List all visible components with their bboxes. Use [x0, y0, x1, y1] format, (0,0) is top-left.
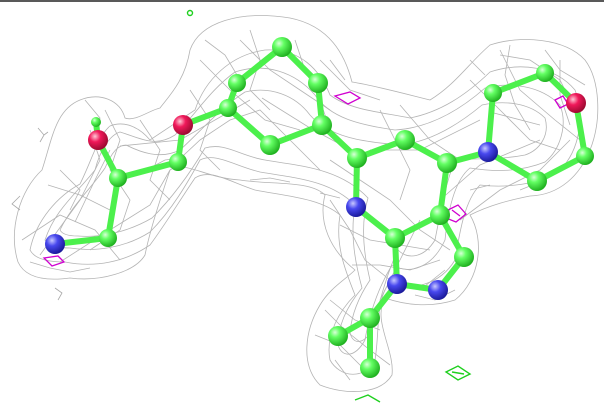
- nitrogen-atom: [428, 280, 448, 300]
- carbon-atom: [484, 84, 502, 102]
- carbon-atom: [527, 171, 547, 191]
- carbon-atom: [219, 99, 237, 117]
- carbon-atom: [395, 130, 415, 150]
- difference-density: [42, 9, 569, 403]
- carbon-atom: [360, 308, 380, 328]
- nitrogen-atom: [346, 197, 366, 217]
- carbon-atom: [228, 74, 246, 92]
- carbon-atom: [99, 229, 117, 247]
- carbon-atom: [576, 147, 594, 165]
- nitrogen-atom: [387, 274, 407, 294]
- carbon-atom: [347, 148, 367, 168]
- carbon-atom: [385, 228, 405, 248]
- carbon-atom: [169, 153, 187, 171]
- oxygen-atom: [566, 93, 586, 113]
- oxygen-atom: [88, 130, 108, 150]
- nitrogen-atom: [45, 234, 65, 254]
- carbon-atom: [454, 247, 474, 267]
- carbon-atom: [91, 117, 101, 127]
- carbon-atom: [109, 169, 127, 187]
- nitrogen-atom: [478, 142, 498, 162]
- oxygen-atom: [173, 115, 193, 135]
- carbon-atom: [536, 64, 554, 82]
- carbon-atom: [260, 135, 280, 155]
- carbon-atom: [430, 205, 450, 225]
- carbon-atom: [437, 153, 457, 173]
- molecule-atoms: [45, 37, 594, 378]
- carbon-atom: [360, 358, 380, 378]
- stray-density-fragments: [11, 127, 63, 301]
- carbon-atom: [272, 37, 292, 57]
- carbon-atom: [312, 115, 332, 135]
- carbon-atom: [328, 326, 348, 346]
- carbon-atom: [308, 73, 328, 93]
- electron-density-mesh: [14, 15, 599, 392]
